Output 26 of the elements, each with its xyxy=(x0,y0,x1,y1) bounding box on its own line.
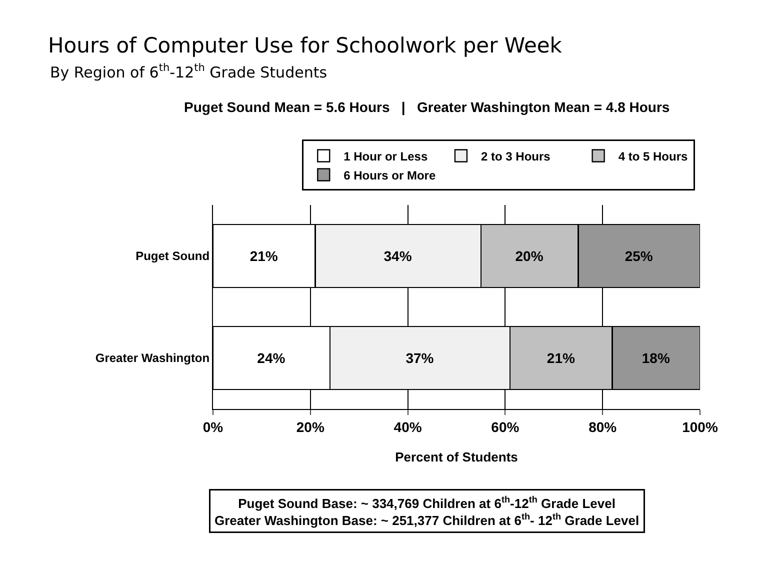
chart-subtitle: By Region of 6$^{th}$-12$^{th}$ Grade Students xyxy=(50,62,328,82)
text: 34% xyxy=(384,248,412,264)
text: Puget Sound Base: ~ 334,769 Children at 6$^{th}$-12$^{th}$ Grade Level xyxy=(238,494,616,511)
legend-label: 2 to 3 Hours xyxy=(480,149,551,164)
text: Puget Sound Mean = 5.6 Hours | Greater Washington Mean = 4.8 Hours xyxy=(184,99,670,116)
text: 25% xyxy=(624,248,653,264)
text: 21% xyxy=(546,350,575,366)
x-tick-label: 100% xyxy=(682,418,718,435)
text: 20% xyxy=(515,248,544,264)
text: 21% xyxy=(250,248,278,264)
text: Greater Washington Base: ~ 251,377 Children at 6$^{th}$- 12$^{th}$ Grade Level xyxy=(214,511,640,528)
text: 37% xyxy=(406,350,434,366)
legend-label: 6 Hours or More xyxy=(344,168,436,182)
legend-label: 1 Hour or Less xyxy=(344,149,428,164)
x-tick-label: 20% xyxy=(296,418,325,435)
text: 24% xyxy=(257,350,286,366)
x-tick-label: 80% xyxy=(588,418,618,435)
legend-label: 4 to 5 Hours xyxy=(618,149,688,164)
text: 18% xyxy=(642,350,670,366)
x-tick-label: 40% xyxy=(394,418,422,435)
x-tick-label: 60% xyxy=(491,418,520,435)
x-tick-label: 0% xyxy=(202,418,224,435)
chart-title: Hours of Computer Use for Schoolwork per Week xyxy=(48,33,563,58)
x-axis-title: Percent of Students xyxy=(395,449,518,464)
y-tick-label: Greater Washington xyxy=(95,351,210,366)
y-tick-label: Puget Sound xyxy=(136,249,210,264)
